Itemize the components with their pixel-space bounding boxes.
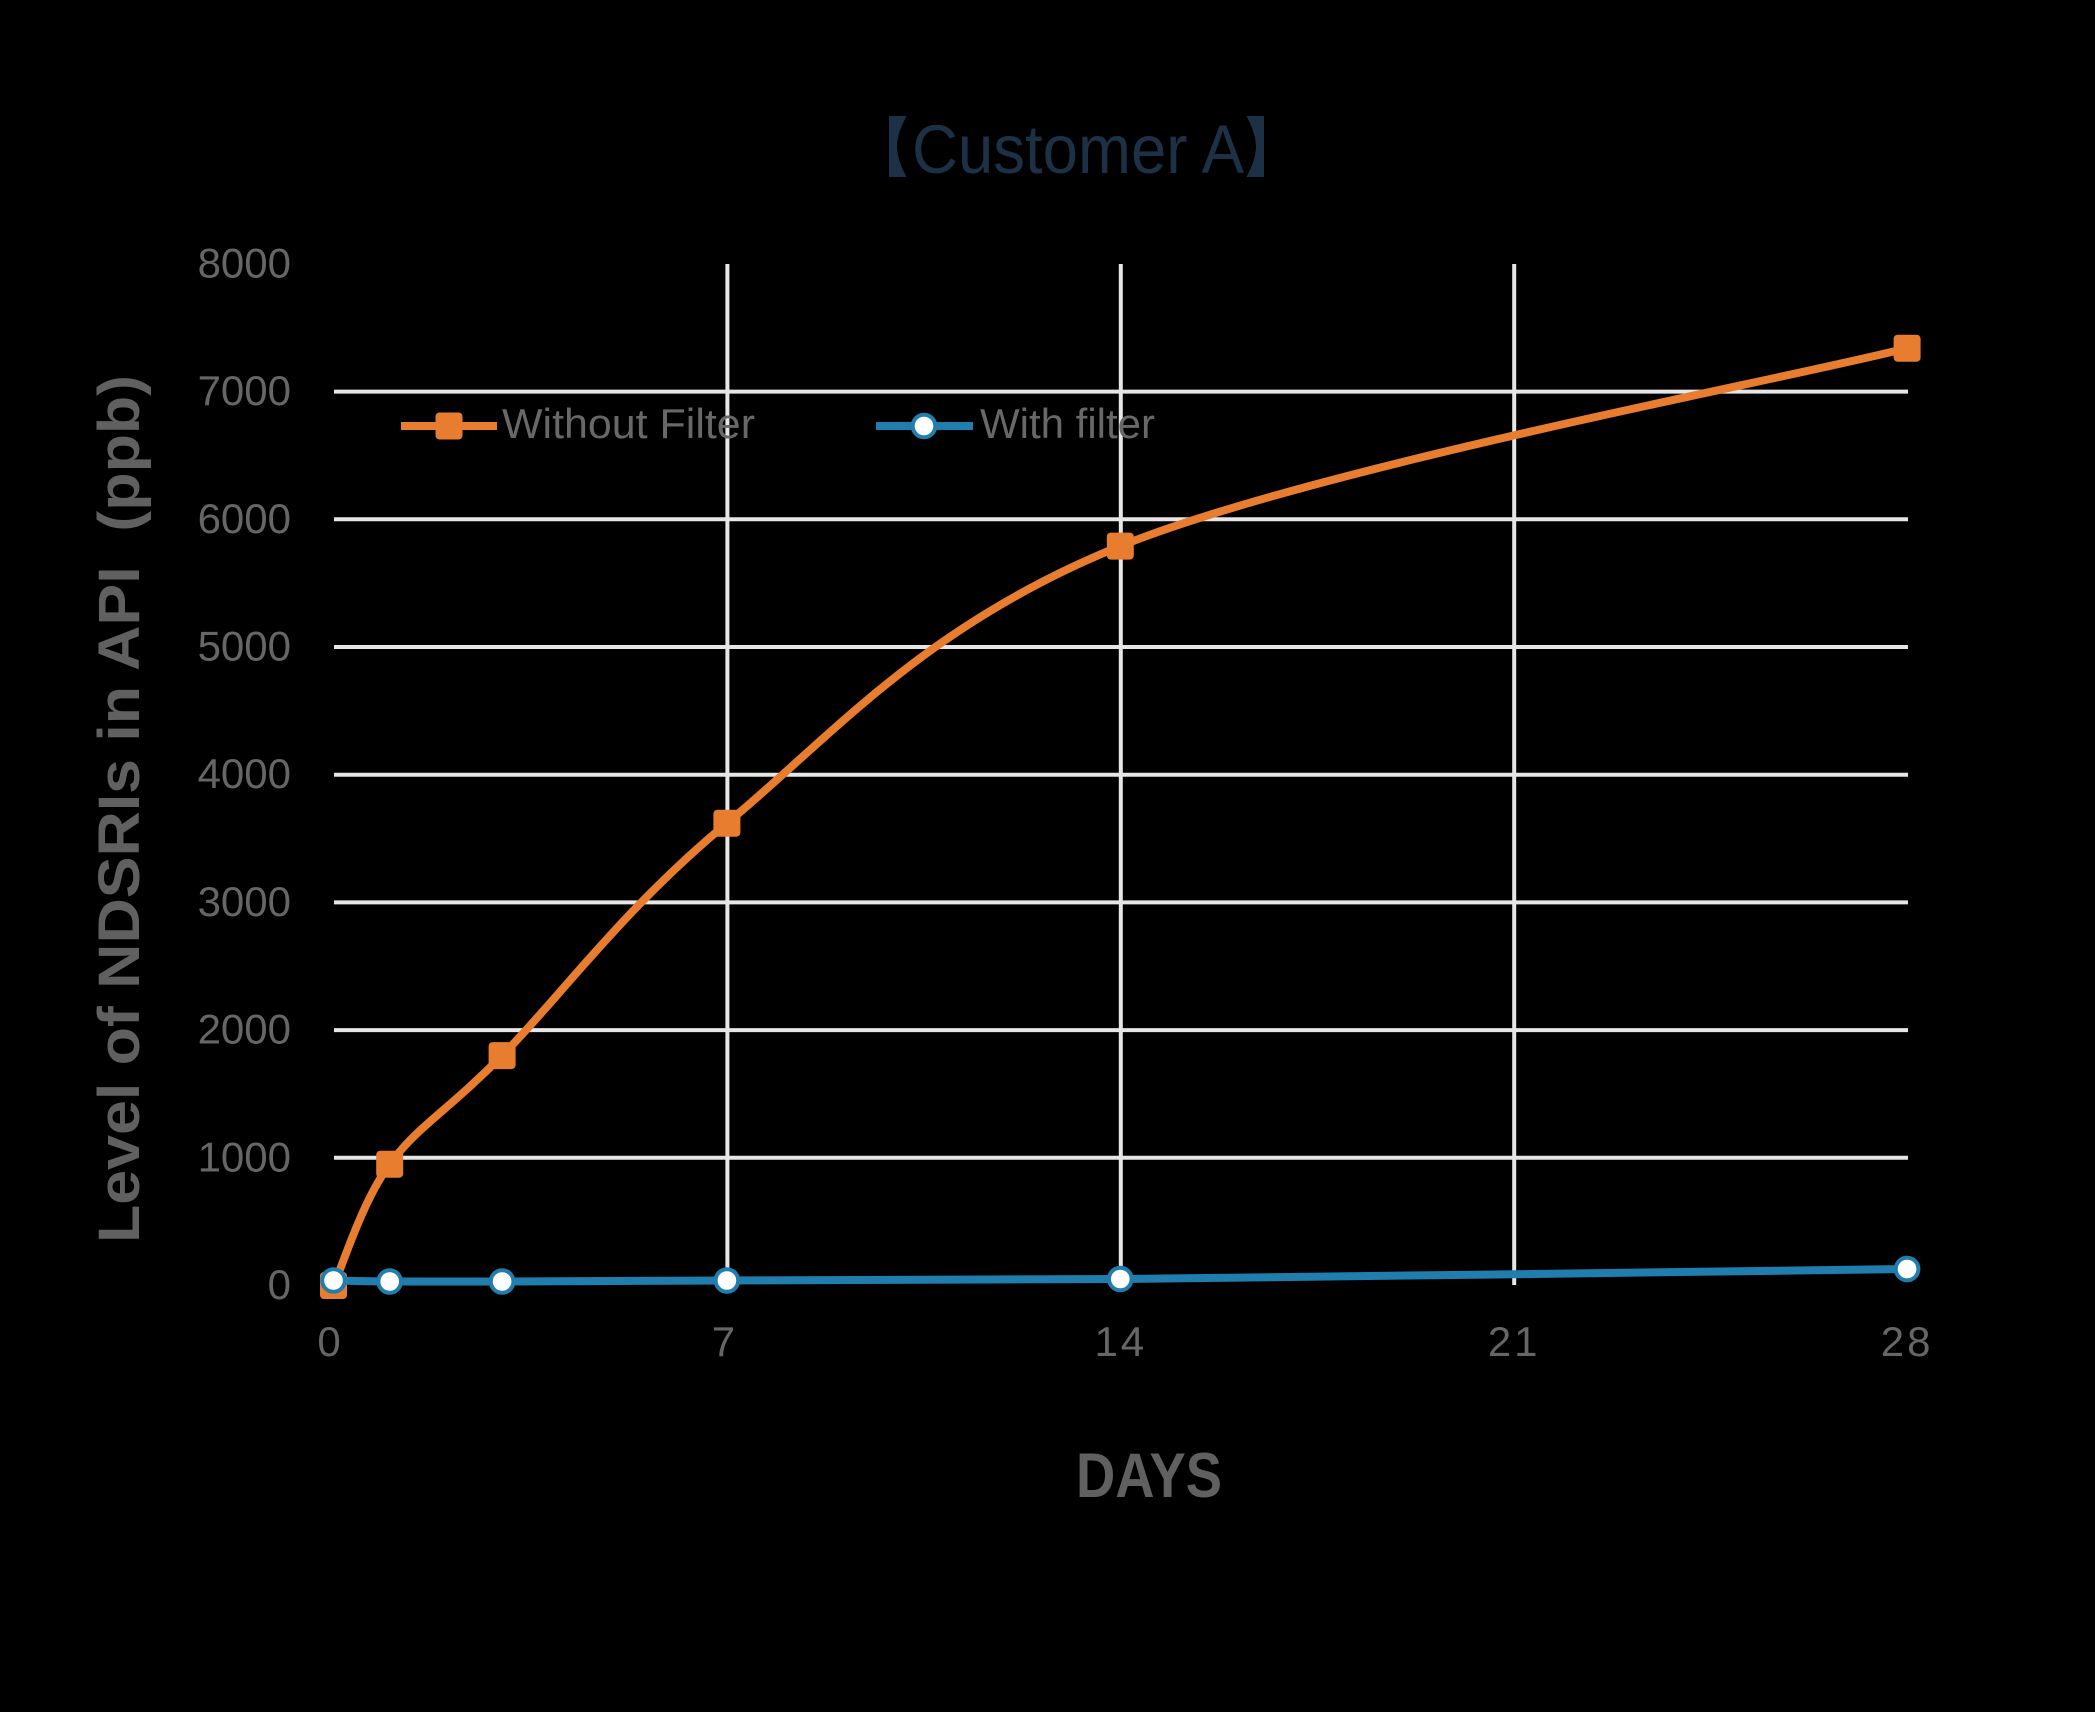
svg-text:14: 14 (1094, 1318, 1147, 1365)
svg-text:28: 28 (1881, 1318, 1934, 1365)
svg-text:Without Filter: Without Filter (502, 400, 755, 447)
svg-text:0: 0 (268, 1261, 291, 1308)
svg-text:Level of NDSRIs in API (ppb): Level of NDSRIs in API (ppb) (87, 375, 152, 1243)
svg-text:1000: 1000 (198, 1133, 291, 1180)
svg-text:5000: 5000 (198, 623, 291, 670)
svg-text:2000: 2000 (198, 1006, 291, 1053)
svg-text:With filter: With filter (980, 400, 1155, 447)
svg-text:6000: 6000 (198, 495, 291, 542)
svg-text:21: 21 (1488, 1318, 1541, 1365)
svg-text:7: 7 (712, 1318, 738, 1365)
svg-text:Customer A: Customer A (912, 111, 1244, 188)
svg-text:0: 0 (317, 1318, 343, 1365)
svg-text:DAYS: DAYS (1076, 1441, 1222, 1511)
svg-text:8000: 8000 (198, 240, 291, 287)
svg-text:3000: 3000 (198, 878, 291, 925)
svg-text:4000: 4000 (198, 750, 291, 797)
svg-text:7000: 7000 (198, 367, 291, 414)
